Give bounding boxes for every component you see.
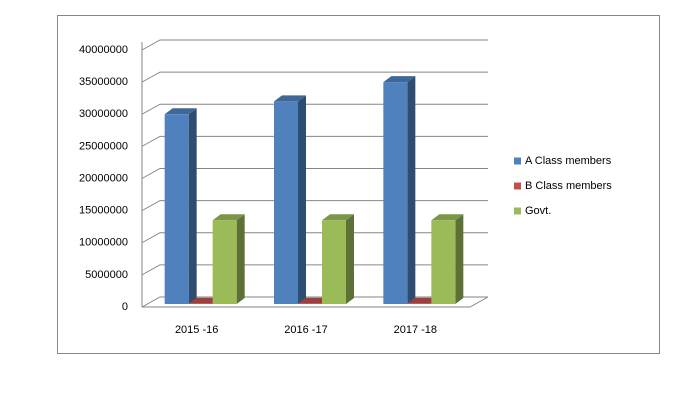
y-tick-label: 20000000	[79, 172, 128, 184]
legend-swatch	[514, 207, 521, 215]
bar-top	[383, 76, 416, 83]
grid-line	[141, 39, 488, 51]
bar	[212, 220, 237, 304]
bar-top	[164, 108, 197, 115]
bar-top	[431, 214, 464, 221]
bar	[383, 82, 408, 304]
y-tick-label: 5000000	[85, 269, 128, 281]
bar	[322, 220, 346, 304]
grid-line	[141, 71, 488, 83]
legend-label: A Class members	[525, 155, 612, 167]
x-tick-label: 2017 -18	[394, 324, 437, 336]
bar-side	[188, 108, 197, 304]
y-tick-label: 25000000	[79, 140, 128, 152]
bar-side	[407, 76, 416, 304]
bar-top	[212, 214, 245, 221]
bar	[274, 101, 298, 305]
bar-side	[236, 214, 245, 304]
legend-swatch	[514, 182, 521, 190]
legend-label: B Class members	[525, 180, 612, 192]
grid-line	[141, 168, 488, 179]
y-tick-label: 40000000	[79, 44, 128, 56]
grid-line	[141, 200, 488, 212]
bar-top	[274, 95, 306, 102]
grid-line	[141, 264, 488, 276]
bar	[431, 220, 456, 304]
grid-line	[141, 135, 488, 147]
floor	[142, 296, 489, 308]
bar	[164, 114, 189, 304]
y-tick-label: 10000000	[79, 237, 128, 249]
bar-top	[322, 214, 354, 221]
y-tick-label: 0	[122, 301, 128, 313]
bar-side	[298, 95, 306, 305]
grid-line	[141, 296, 488, 308]
y-tick-label: 35000000	[79, 76, 128, 88]
y-tick-label: 15000000	[79, 205, 128, 217]
y-tick-label: 30000000	[79, 108, 128, 120]
bar-side	[346, 214, 354, 304]
x-tick-label: 2016 -17	[284, 324, 327, 336]
legend-label: Govt.	[525, 205, 551, 217]
grid-line	[141, 103, 488, 115]
bar-side	[455, 214, 464, 304]
x-tick-label: 2015 -16	[175, 324, 218, 336]
legend-swatch	[514, 157, 521, 165]
grid-line	[141, 232, 488, 244]
